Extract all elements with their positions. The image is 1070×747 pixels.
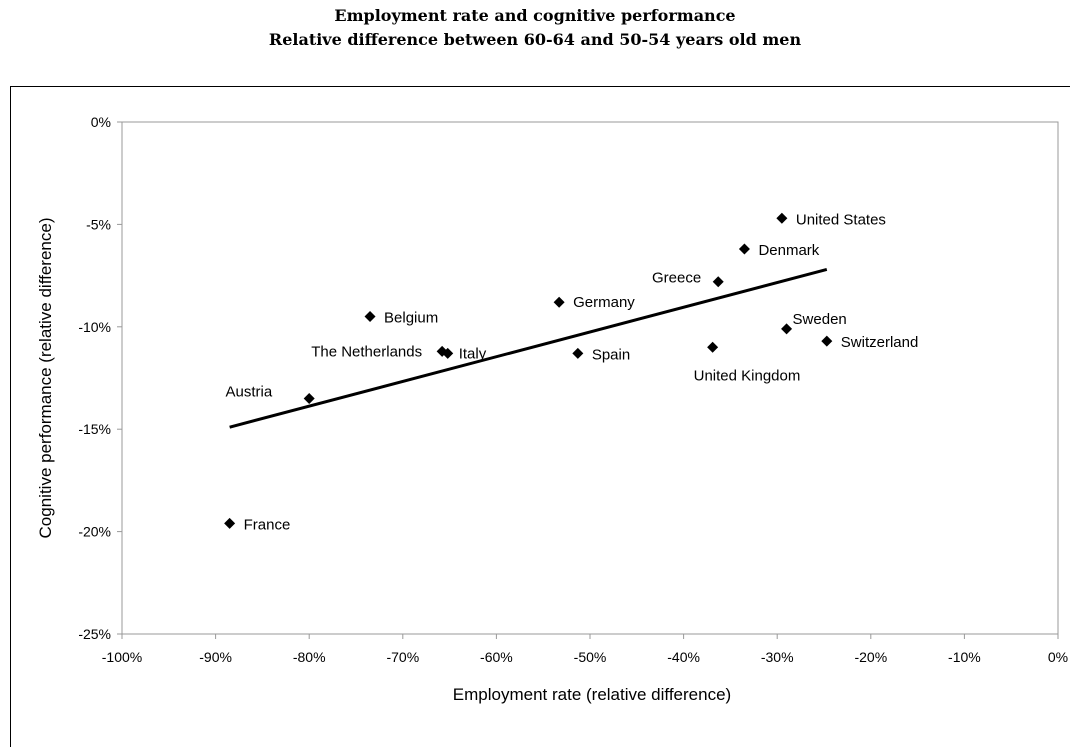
data-label-united-kingdom: United Kingdom <box>694 367 801 384</box>
data-label-denmark: Denmark <box>758 242 819 259</box>
data-point-italy <box>442 347 454 359</box>
data-point-denmark <box>738 243 750 255</box>
scatter-chart: 0%-5%-10%-15%-20%-25% -100% -90% -80% -70% -… <box>36 114 1068 704</box>
data-point-austria <box>303 392 315 404</box>
data-point-belgium <box>364 311 376 323</box>
data-label-italy: Italy <box>459 345 487 362</box>
data-point-france <box>224 517 236 529</box>
data-point-sweden <box>781 323 793 335</box>
y-tick-label: -10% <box>78 319 111 335</box>
y-tick-label: -20% <box>78 524 111 540</box>
data-label-united-states: United States <box>796 211 886 228</box>
x-axis-label: Employment rate (relative difference) <box>453 685 731 704</box>
y-axis: 0% -5% -10% -15% -20% -25% <box>78 114 122 642</box>
x-tick-label: -100% <box>102 649 142 665</box>
y-tick-label: -5% <box>86 216 111 232</box>
data-point-united-kingdom <box>707 341 719 353</box>
y-tick-label: -15% <box>78 421 111 437</box>
data-label-switzerland: Switzerland <box>841 334 919 351</box>
x-tick-label: -80% <box>293 649 326 665</box>
x-tick-label: -10% <box>948 649 981 665</box>
data-point-united-states <box>776 212 788 224</box>
data-point-spain <box>572 347 584 359</box>
data-point-germany <box>553 296 565 308</box>
data-label-greece: Greece <box>652 270 701 287</box>
data-point-greece <box>712 276 724 288</box>
trend-line <box>229 268 828 429</box>
chart-frame <box>10 86 1070 747</box>
y-tick-label: 0% <box>91 114 111 130</box>
data-point-switzerland <box>821 335 833 347</box>
data-label-belgium: Belgium <box>384 310 438 327</box>
x-tick-label: -20% <box>854 649 887 665</box>
x-tick-label: -50% <box>574 649 607 665</box>
chart-subtitle: Relative difference between 60-64 and 50… <box>268 30 802 49</box>
data-label-austria: Austria <box>226 383 273 400</box>
data-points: United States Denmark Greece Germany Belgium… <box>224 211 918 533</box>
x-tick-label: 0% <box>1048 649 1068 665</box>
x-tick-label: -70% <box>386 649 419 665</box>
plot-area <box>121 121 1059 635</box>
x-axis: -100% -90% -80% -70% -60% -50% -40% -30% -20% -10… <box>102 634 1068 665</box>
y-axis-label: Cognitive performance (relative differen… <box>36 218 55 539</box>
data-label-the-netherlands: The Netherlands <box>311 343 422 360</box>
x-tick-label: -30% <box>761 649 794 665</box>
data-label-germany: Germany <box>573 294 635 311</box>
chart-title: Employment rate and cognitive performanc… <box>334 6 736 25</box>
y-tick-label: -25% <box>78 626 111 642</box>
data-label-spain: Spain <box>592 346 630 363</box>
x-tick-label: -60% <box>480 649 513 665</box>
data-label-france: France <box>244 516 291 533</box>
x-tick-label: -90% <box>199 649 232 665</box>
x-tick-label: -40% <box>667 649 700 665</box>
data-label-sweden: Sweden <box>793 311 847 328</box>
